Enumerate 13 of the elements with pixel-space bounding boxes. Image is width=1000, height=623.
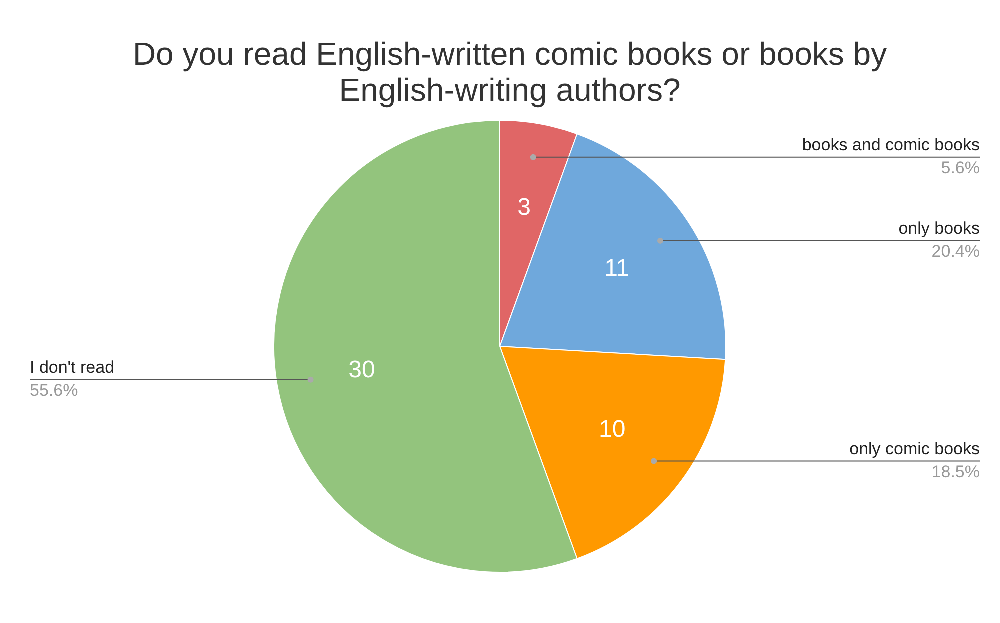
slice-label: books and comic books bbox=[802, 136, 980, 155]
text: 5.6% bbox=[941, 158, 980, 178]
slice-label: only books bbox=[898, 219, 980, 238]
slice-label: only comic books bbox=[850, 439, 980, 458]
slice-label: I don't read bbox=[30, 358, 115, 378]
text: 20.4% bbox=[932, 242, 980, 262]
text: 55.6% bbox=[30, 381, 78, 400]
data-label: 11 bbox=[604, 255, 630, 282]
chart-title: Do you read English-written comic books or books by English-writing authors? bbox=[132, 36, 888, 108]
data-label: 10 bbox=[599, 416, 626, 443]
data-label: 30 bbox=[348, 356, 376, 384]
text: 18.5% bbox=[932, 462, 980, 482]
data-label: 3 bbox=[518, 194, 532, 222]
